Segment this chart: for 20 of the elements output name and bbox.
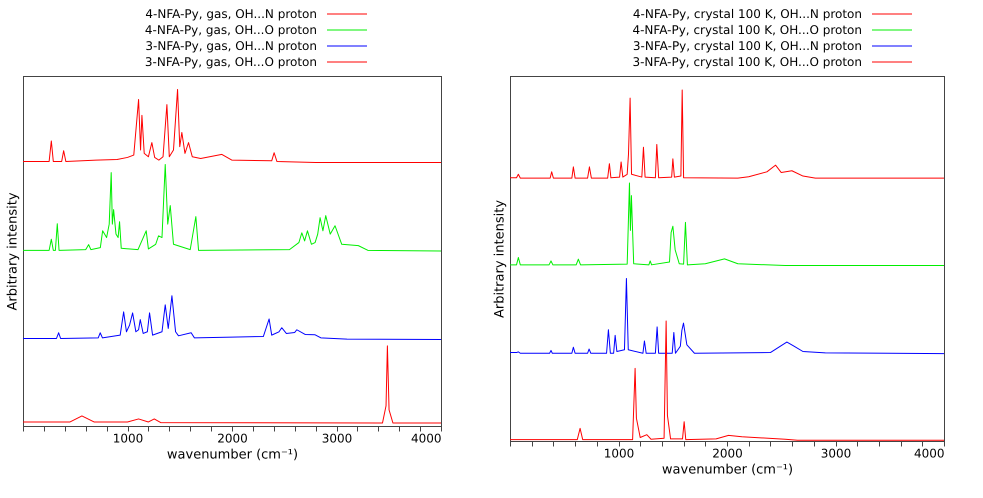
x-tick-label: 4000 xyxy=(410,432,442,446)
x-tick-label: 4000 xyxy=(914,446,944,460)
x-tick-label: 2000 xyxy=(217,432,248,446)
legend-label: 4-NFA-Py, gas, OH...O proton xyxy=(144,23,317,37)
legend-label: 3-NFA-Py, gas, OH...O proton xyxy=(144,55,317,69)
x-axis-title: wavenumber (cm⁻¹) xyxy=(166,448,298,462)
x-tick-label: 3000 xyxy=(820,446,852,460)
y-axis-title: Arbitrary intensity xyxy=(6,192,20,311)
y-axis-title: Arbitrary intensity xyxy=(492,200,508,318)
legend-label: 3-NFA-Py, crystal 100 K, OH...N proton xyxy=(632,39,862,53)
x-tick-label: 1000 xyxy=(112,432,144,446)
x-tick-label: 1000 xyxy=(604,446,634,460)
x-axis-title: wavenumber (cm⁻¹) xyxy=(662,462,794,478)
legend-label: 4-NFA-Py, crystal 100 K, OH...N proton xyxy=(632,7,862,21)
legend-label: 3-NFA-Py, gas, OH...N proton xyxy=(145,39,317,53)
legend-label: 4-NFA-Py, crystal 100 K, OH...O proton xyxy=(632,23,862,37)
legend-label: 3-NFA-Py, crystal 100 K, OH...O proton xyxy=(632,55,862,69)
x-tick-label: 3000 xyxy=(322,432,352,446)
legend-label: 4-NFA-Py, gas, OH...N proton xyxy=(145,7,317,21)
x-tick-label: 2000 xyxy=(712,446,743,460)
